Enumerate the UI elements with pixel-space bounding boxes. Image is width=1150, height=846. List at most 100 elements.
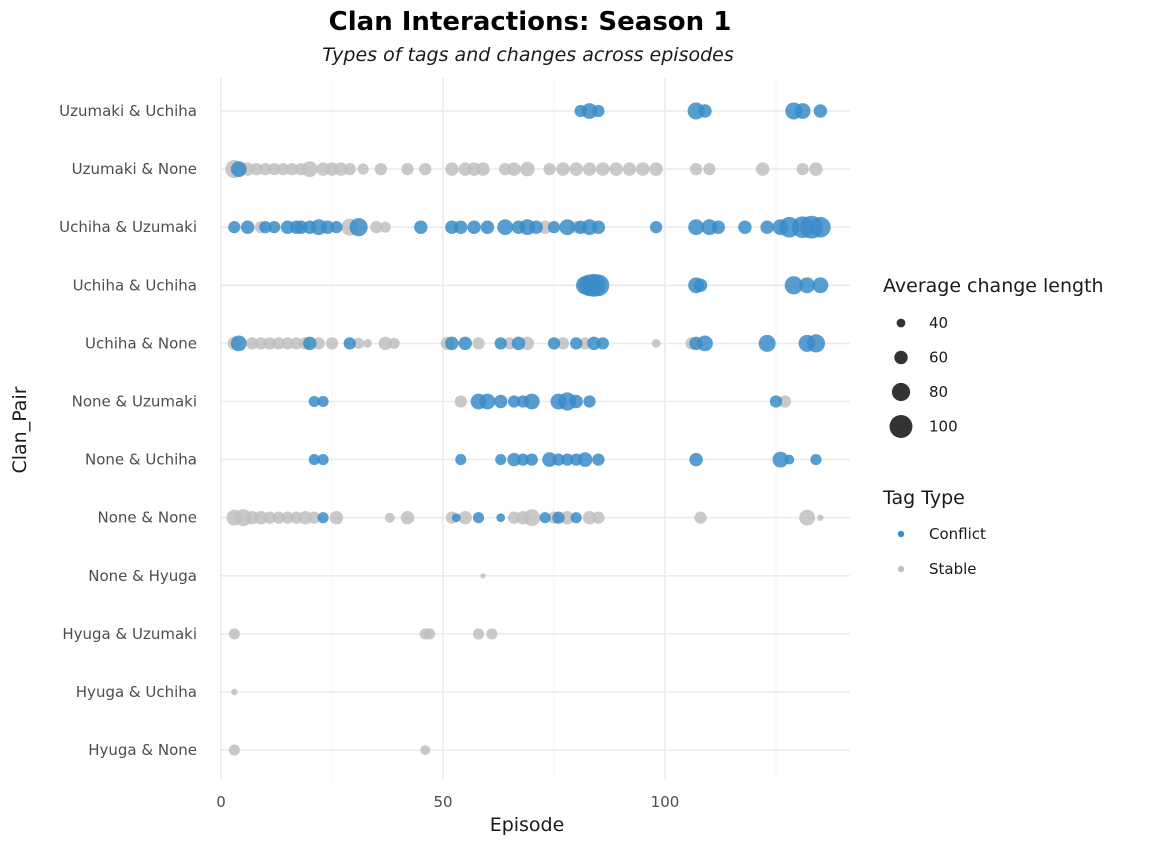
conflict-point <box>711 220 726 234</box>
conflict-point <box>583 395 596 408</box>
size-legend-key <box>896 318 906 328</box>
stable-point <box>378 336 393 351</box>
stable-point <box>388 337 400 349</box>
conflict-point <box>559 219 576 236</box>
stable-point <box>454 395 467 408</box>
y-tick-labels: Uzumaki & Uchiha Uzumaki & None Uchiha & U… <box>59 102 197 759</box>
stable-point <box>277 162 290 176</box>
stable-point <box>755 162 770 176</box>
y-tick-label: None & Uzumaki <box>72 393 197 411</box>
stable-point <box>228 628 240 640</box>
stable-point <box>472 628 485 640</box>
conflict-point <box>688 219 704 236</box>
conflict-point <box>493 394 508 409</box>
conflict-point <box>784 454 795 465</box>
stable-point <box>401 162 414 176</box>
stable-point <box>285 162 299 176</box>
size-legend-label: 40 <box>929 314 948 332</box>
stable-point <box>343 162 356 176</box>
conflict-point <box>507 452 521 467</box>
color-legend-label: Stable <box>929 560 977 578</box>
y-tick-label: Uzumaki & Uchiha <box>59 102 197 120</box>
stable-point <box>458 510 472 525</box>
stable-point <box>420 745 431 756</box>
size-legend-label: 60 <box>929 349 948 367</box>
size-legend-key <box>894 350 908 365</box>
conflict-point <box>738 220 752 234</box>
y-tick-label: None & None <box>98 509 198 527</box>
stable-point <box>325 337 339 350</box>
stable-point <box>560 510 575 525</box>
conflict-point <box>414 220 428 234</box>
conflict-point <box>228 221 241 234</box>
stable-point <box>596 162 610 176</box>
stable-point <box>520 161 535 177</box>
conflict-point <box>547 221 561 234</box>
conflict-point <box>317 395 329 408</box>
stable-point <box>245 337 259 350</box>
stable-point <box>569 162 583 176</box>
stable-point <box>592 511 605 524</box>
size-legend-label: 100 <box>929 418 958 436</box>
conflict-point <box>454 220 468 234</box>
conflict-point <box>523 393 540 410</box>
conflict-point <box>569 394 583 409</box>
conflict-point <box>268 221 281 234</box>
plot-grid <box>220 78 850 780</box>
conflict-point <box>812 277 829 294</box>
y-tick-label: Hyuga & Uchiha <box>76 683 197 701</box>
conflict-point <box>529 220 543 234</box>
conflict-point <box>596 337 609 350</box>
conflict-point <box>542 452 557 467</box>
stable-point <box>379 221 391 233</box>
conflict-point <box>480 220 495 234</box>
conflict-point <box>516 453 530 466</box>
stable-point <box>582 510 597 525</box>
conflict-point <box>689 452 703 467</box>
size-legend-key <box>891 382 911 402</box>
conflict-point <box>561 453 574 466</box>
conflict-point <box>760 220 774 234</box>
stable-point <box>370 221 383 234</box>
x-axis-label: Episode <box>490 814 565 836</box>
conflict-point <box>308 454 320 466</box>
stable-point <box>809 162 823 176</box>
conflict-point <box>806 334 826 353</box>
conflict-point <box>303 336 317 351</box>
x-tick-label: 0 <box>216 793 226 811</box>
conflict-point <box>581 103 598 119</box>
y-tick-label: Uchiha & Uchiha <box>73 276 197 294</box>
stable-point <box>384 512 395 523</box>
conflict-point <box>349 218 368 237</box>
conflict-point <box>240 220 255 234</box>
chart-title: Clan Interactions: Season 1 <box>329 7 732 37</box>
conflict-point <box>570 512 582 524</box>
stable-point <box>622 162 637 176</box>
stable-point <box>523 509 541 527</box>
y-tick-label: Uzumaki & None <box>72 160 197 178</box>
stable-point <box>290 337 303 350</box>
stable-point <box>636 162 650 176</box>
conflict-point <box>592 453 605 466</box>
stable-point <box>259 162 272 176</box>
stable-point <box>281 511 294 524</box>
color-legend-label: Conflict <box>929 525 986 543</box>
conflict-point <box>525 453 538 466</box>
conflict-point <box>810 216 831 238</box>
stable-point <box>445 162 459 176</box>
stable-point <box>298 510 313 525</box>
data-points <box>225 102 831 756</box>
conflict-point <box>577 452 593 467</box>
stable-point <box>778 395 792 408</box>
stable-point <box>329 510 344 525</box>
stable-point <box>649 162 663 176</box>
size-legend-label: 80 <box>929 383 948 401</box>
stable-point <box>272 511 285 524</box>
conflict-point <box>451 513 461 523</box>
y-axis-label: Clan_Pair <box>9 386 31 473</box>
conflict-point <box>810 454 822 466</box>
stable-point <box>609 162 623 176</box>
conflict-point <box>455 454 467 466</box>
stable-point <box>796 162 809 176</box>
y-tick-label: Uchiha & Uzumaki <box>59 218 197 236</box>
